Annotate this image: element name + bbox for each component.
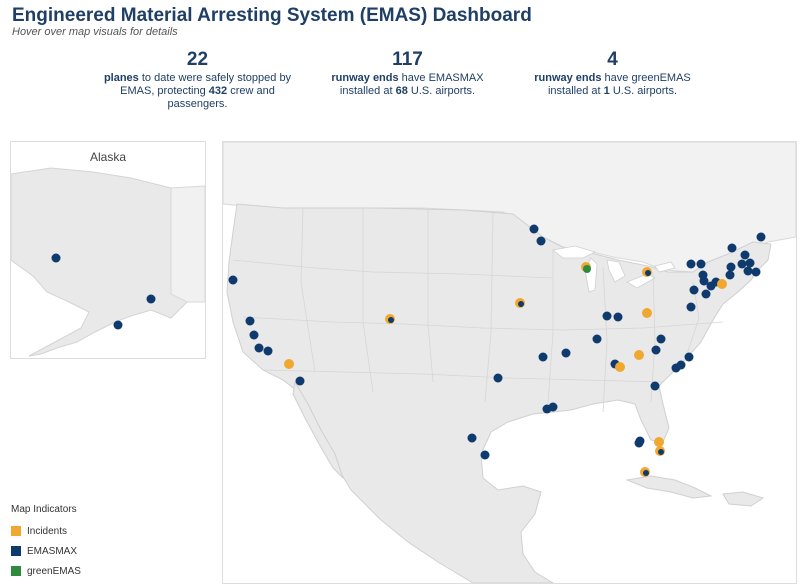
greenemas-swatch: [11, 566, 21, 576]
emasmax-marker[interactable]: [592, 334, 602, 344]
stat-text: to date were safely stopped by EMAS, pro…: [120, 72, 292, 97]
emasmax-marker[interactable]: [529, 224, 539, 234]
stat-bold-count: 1: [603, 85, 610, 97]
great-lakes: [552, 245, 676, 293]
emasmax-marker[interactable]: [113, 320, 123, 330]
incident-markers: [284, 262, 727, 477]
baja-land: [292, 380, 344, 479]
emasmax-marker[interactable]: [686, 259, 696, 269]
emasmax-marker[interactable]: [538, 352, 548, 362]
emasmax-marker[interactable]: [676, 360, 686, 370]
emasmax-marker[interactable]: [561, 348, 571, 358]
emasmax-marker[interactable]: [737, 259, 747, 269]
emasmax-marker[interactable]: [651, 345, 661, 355]
us-map-svg: [223, 142, 796, 583]
emasmax-marker[interactable]: [725, 270, 735, 280]
incidents-swatch: [11, 526, 21, 536]
incident-marker[interactable]: [654, 437, 664, 447]
emasmax-marker[interactable]: [254, 343, 264, 353]
alaska-map[interactable]: Alaska: [10, 141, 206, 359]
stat-text: have greenEMAS installed at: [547, 72, 691, 97]
emasmax-marker[interactable]: [146, 294, 156, 304]
canada-land: [170, 185, 205, 303]
dashboard-subtitle: Hover over map visuals for details: [12, 26, 178, 38]
legend-label: Incidents: [27, 525, 68, 537]
stat-bold-label: runway ends: [534, 72, 602, 84]
stat-text: crew and passengers.: [167, 85, 275, 110]
emasmax-marker[interactable]: [613, 312, 623, 322]
legend-item-incidents[interactable]: Incidents: [11, 521, 81, 541]
stat-number: 117: [392, 49, 423, 70]
emasmax-marker[interactable]: [635, 436, 645, 446]
legend-label: greenEMAS: [27, 565, 81, 577]
emasmax-marker[interactable]: [756, 232, 766, 242]
emasmax-marker[interactable]: [480, 450, 490, 460]
emasmax-marker[interactable]: [698, 270, 708, 280]
incident-marker[interactable]: [642, 308, 652, 318]
legend-label: EMASMAX: [27, 545, 78, 557]
emasmax-marker[interactable]: [263, 346, 273, 356]
stat-emasmax-runways: 117 runway ends have EMASMAX installed a…: [310, 50, 505, 98]
emasmax-marker[interactable]: [696, 259, 706, 269]
emasmax-marker[interactable]: [536, 236, 546, 246]
emasmax-swatch: [11, 546, 21, 556]
emasmax-marker[interactable]: [467, 433, 477, 443]
state-borders: [232, 207, 724, 413]
emasmax-marker[interactable]: [701, 289, 711, 299]
alaska-label: Alaska: [89, 150, 127, 164]
stat-greenemas-runways: 4 runway ends have greenEMAS installed a…: [520, 50, 705, 98]
emasmax-marker[interactable]: [602, 311, 612, 321]
emasmax-marker[interactable]: [249, 330, 259, 340]
emasmax-marker[interactable]: [245, 316, 255, 326]
stat-bold-label: runway ends: [331, 72, 399, 84]
legend-item-emasmax[interactable]: EMASMAX: [11, 541, 81, 561]
emasmax-marker[interactable]: [650, 381, 660, 391]
emasmax-marker[interactable]: [51, 253, 61, 263]
emasmax-marker[interactable]: [726, 262, 736, 272]
stat-bold-count: 68: [395, 85, 408, 97]
stat-text: U.S. airports.: [407, 85, 476, 97]
legend-item-greenemas[interactable]: greenEMAS: [11, 561, 81, 581]
stat-bold-count: 432: [208, 85, 228, 97]
emasmax-marker[interactable]: [751, 267, 761, 277]
emasmax-marker[interactable]: [727, 243, 737, 253]
alaska-map-svg: [11, 142, 205, 358]
incident-marker[interactable]: [615, 362, 625, 372]
stat-number: 22: [186, 49, 209, 70]
stat-text: U.S. airports.: [609, 85, 678, 97]
emasmax-marker[interactable]: [689, 285, 699, 295]
stat-number: 4: [607, 49, 618, 70]
stat-planes-stopped: 22 planes to date were safely stopped by…: [95, 50, 300, 111]
emasmax-marker[interactable]: [542, 404, 552, 414]
emasmax-marker[interactable]: [295, 376, 305, 386]
emasmax-marker[interactable]: [745, 258, 755, 268]
stat-bold-label: planes: [103, 72, 139, 84]
greenemas-marker[interactable]: [583, 265, 591, 273]
map-legend: Map Indicators Incidents EMASMAX greenEM…: [11, 504, 81, 581]
incident-marker[interactable]: [634, 350, 644, 360]
us-map[interactable]: [222, 141, 797, 584]
emasmax-marker[interactable]: [493, 373, 503, 383]
hispaniola-land: [722, 491, 765, 507]
emasmax-marker[interactable]: [228, 275, 238, 285]
stat-text: have EMASMAX installed at: [339, 72, 484, 97]
cuba-land: [625, 475, 713, 499]
emasmax-marker[interactable]: [743, 266, 753, 276]
emasmax-marker[interactable]: [656, 334, 666, 344]
incident-marker[interactable]: [717, 279, 727, 289]
emasmax-marker[interactable]: [686, 302, 696, 312]
emasmax-marker[interactable]: [684, 352, 694, 362]
incident-marker[interactable]: [284, 359, 294, 369]
dashboard-title: Engineered Material Arresting System (EM…: [12, 5, 532, 26]
legend-title: Map Indicators: [11, 504, 77, 515]
emasmax-markers: [228, 224, 766, 460]
emasmax-marker[interactable]: [740, 250, 750, 260]
